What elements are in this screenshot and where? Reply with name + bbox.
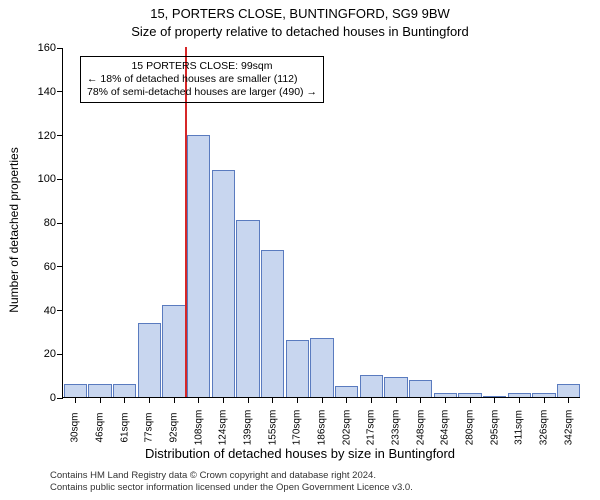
x-tick [100,397,101,403]
x-tick-label: 295sqm [489,410,500,446]
x-axis-label: Distribution of detached houses by size … [0,446,600,461]
x-tick-label: 124sqm [218,410,229,446]
x-tick [420,397,421,403]
x-tick [371,397,372,403]
annotation-line3: 78% of semi-detached houses are larger (… [87,86,317,99]
x-tick [494,397,495,403]
histogram-bar [113,384,136,397]
y-tick-label: 20 [34,348,56,360]
histogram-bar [64,384,87,397]
x-tick-label: 342sqm [563,410,574,446]
x-tick-label: 217sqm [366,410,377,446]
y-tick-label: 40 [34,305,56,317]
y-tick [57,91,63,92]
histogram-bar [557,384,580,397]
x-tick [75,397,76,403]
x-tick-label: 77sqm [144,412,155,442]
y-tick [57,354,63,355]
chart-container: { "chart": { "type": "histogram", "title… [0,0,600,500]
x-tick [346,397,347,403]
y-tick [57,310,63,311]
x-tick-label: 92sqm [169,412,180,442]
x-tick-label: 61sqm [119,412,130,442]
x-tick-label: 170sqm [292,410,303,446]
y-tick [57,223,63,224]
attribution-line1: Contains HM Land Registry data © Crown c… [50,470,413,482]
histogram-bar [335,386,358,397]
y-tick-label: 80 [34,217,56,229]
x-tick [174,397,175,403]
histogram-bar [409,380,432,398]
histogram-bar [310,338,333,397]
x-tick-label: 233sqm [391,410,402,446]
annotation-line1: 15 PORTERS CLOSE: 99sqm [87,60,317,73]
x-tick-label: 280sqm [465,410,476,446]
x-tick-label: 46sqm [95,412,106,442]
histogram-bar [286,340,309,397]
x-tick [519,397,520,403]
y-tick [57,179,63,180]
x-tick [322,397,323,403]
x-tick-label: 139sqm [243,410,254,446]
histogram-bar [236,220,259,397]
histogram-bar [138,323,161,397]
x-tick [248,397,249,403]
attribution-line2: Contains public sector information licen… [50,482,413,494]
chart-title-line2: Size of property relative to detached ho… [0,24,600,39]
histogram-bar [88,384,111,397]
x-tick-label: 248sqm [415,410,426,446]
histogram-bar [261,250,284,397]
x-tick-label: 108sqm [193,410,204,446]
y-tick-label: 160 [34,42,56,54]
annotation-box: 15 PORTERS CLOSE: 99sqm ← 18% of detache… [80,56,324,103]
x-tick-label: 311sqm [514,410,525,445]
y-tick-label: 140 [34,86,56,98]
x-tick-label: 155sqm [267,410,278,446]
histogram-bar [162,305,185,397]
y-tick [57,48,63,49]
x-tick-label: 264sqm [440,410,451,446]
x-tick [396,397,397,403]
y-tick-label: 100 [34,173,56,185]
histogram-bar [384,377,407,397]
x-tick [223,397,224,403]
x-tick [470,397,471,403]
attribution-text: Contains HM Land Registry data © Crown c… [50,470,413,494]
x-tick-label: 186sqm [317,410,328,446]
y-tick [57,135,63,136]
y-axis-label: Number of detached properties [7,147,21,312]
x-tick [124,397,125,403]
histogram-bar [360,375,383,397]
x-tick [272,397,273,403]
y-tick-label: 60 [34,261,56,273]
x-tick [149,397,150,403]
x-tick [198,397,199,403]
histogram-bar [212,170,235,398]
chart-title-line1: 15, PORTERS CLOSE, BUNTINGFORD, SG9 9BW [0,6,600,21]
annotation-line2: ← 18% of detached houses are smaller (11… [87,73,317,86]
x-tick [297,397,298,403]
y-tick-label: 120 [34,130,56,142]
x-tick-label: 326sqm [539,410,550,446]
y-tick [57,266,63,267]
x-tick-label: 30sqm [70,412,81,442]
y-tick [57,398,63,399]
y-tick-label: 0 [34,392,56,404]
x-tick-label: 202sqm [341,410,352,446]
histogram-bar [187,135,210,398]
x-tick [445,397,446,403]
x-tick [544,397,545,403]
x-tick [568,397,569,403]
